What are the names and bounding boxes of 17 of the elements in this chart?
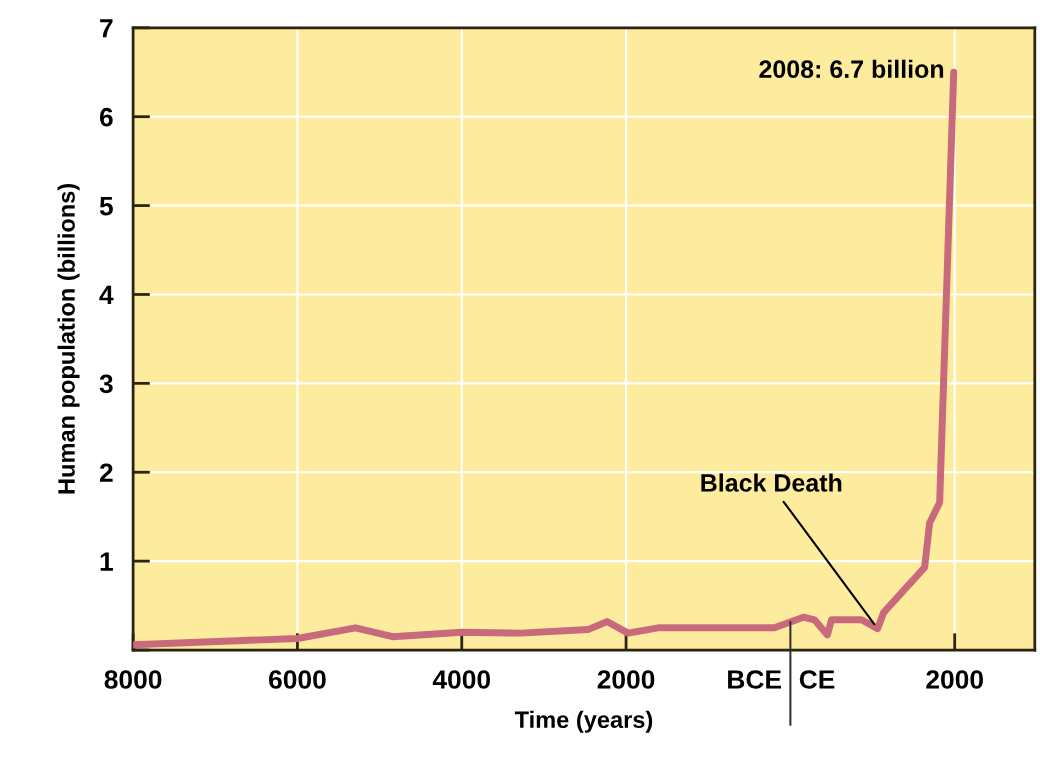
y-tick-label: 5 bbox=[99, 196, 113, 216]
y-tick-label: 6 bbox=[99, 107, 113, 127]
x-axis-title: Time (years) bbox=[514, 710, 653, 733]
y-tick-label: 4 bbox=[99, 285, 114, 305]
x-tick-label: 4000 bbox=[432, 670, 491, 689]
x-tick-label: 8000 bbox=[104, 670, 162, 689]
y-axis-title: Human population (billions) bbox=[57, 183, 80, 494]
x-tick-label: 2000 bbox=[926, 670, 983, 689]
y-tick-label: 3 bbox=[99, 374, 113, 394]
y-tick-label: 7 bbox=[100, 19, 113, 38]
y-tick-label: 1 bbox=[100, 552, 113, 571]
annotation: 2008: 6.7 billion bbox=[759, 59, 944, 79]
y-tick-label: 2 bbox=[99, 463, 113, 482]
x-tick-label: 6000 bbox=[269, 670, 326, 689]
x-tick-label: 2000 bbox=[597, 670, 655, 689]
ref-line-label: BCE CE bbox=[728, 670, 835, 689]
annotation: Black Death bbox=[701, 473, 842, 492]
